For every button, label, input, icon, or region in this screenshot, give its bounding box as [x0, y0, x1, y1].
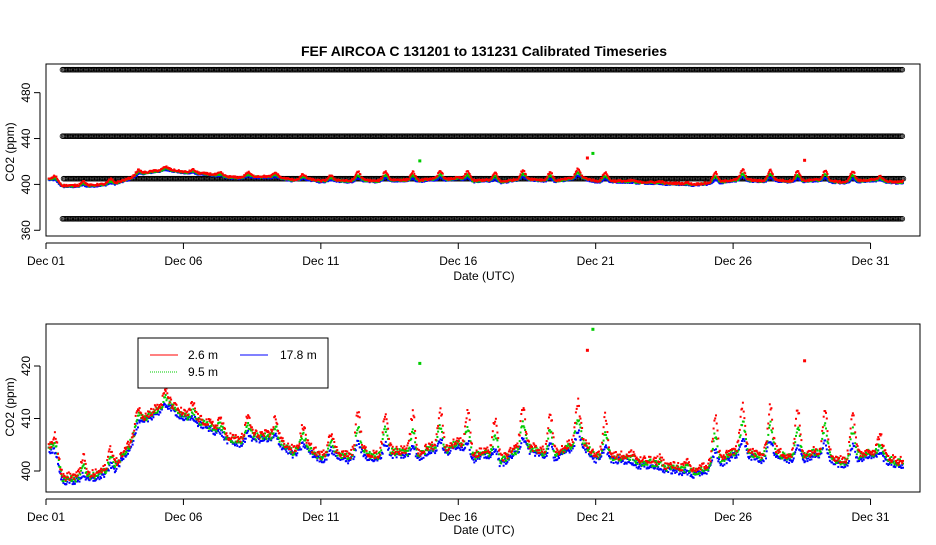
data-point: [55, 176, 57, 178]
chart-title: FEF AIRCOA C 131201 to 131231 Calibrated…: [301, 43, 667, 59]
top-y-tick-label: 400: [19, 174, 33, 194]
top-x-tick-label: Dec 01: [27, 254, 65, 268]
top-panel: Dec 01 Dec 06 Dec 11 Dec 16 Dec 21 Dec 26 Dec …: [19, 64, 920, 268]
top-y-tick-label: 480: [19, 82, 33, 102]
top-x-tick-label: Dec 26: [714, 254, 752, 268]
top-series-group: [48, 67, 906, 221]
top-plot-frame: [46, 64, 920, 236]
top-x-tick-label: Dec 21: [577, 254, 615, 268]
reference-line-standard-442: [60, 134, 905, 139]
top-x-tick-label: Dec 31: [852, 254, 890, 268]
top-x-tick-label: Dec 16: [439, 254, 477, 268]
top-y-tick-label: 360: [19, 220, 33, 240]
top-x-tick-label: Dec 11: [302, 254, 339, 268]
top-reference-lines: [60, 67, 906, 221]
reference-line-standard-370: [60, 216, 905, 221]
top-x-tick-label: Dec 06: [164, 254, 202, 268]
reference-line-standard-500: [60, 67, 905, 72]
top-y-tick-label: 440: [19, 128, 33, 148]
